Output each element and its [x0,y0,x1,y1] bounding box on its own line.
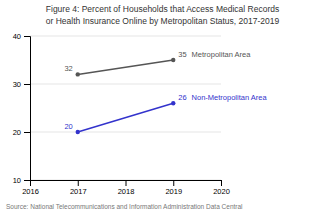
x-tick-label: 2017 [70,187,87,196]
x-axis: 2016 2017 2018 2019 2020 [22,180,230,196]
y-tick-mark [24,180,30,181]
data-label: 20 [64,122,72,131]
grid-line [30,84,221,85]
plot: 2016 2017 2018 2019 2020 10 20 30 40 32 35 Metropol… [13,32,268,196]
x-tick-label: 2018 [118,187,135,196]
grid-line [30,36,221,37]
x-tick: 2018 [118,180,135,196]
point [171,58,175,62]
point [76,130,80,134]
y-axis-line [24,37,31,181]
annotation: Source: National Telecommunications and … [6,203,243,210]
y-tick-mark [24,84,30,85]
y-tick-label: 10 [13,176,21,185]
data-label: 35 [178,50,186,59]
chart: Figure 4: Percent of Households that Acc… [0,0,325,214]
series-line [78,60,174,74]
x-tick-label: 2020 [213,187,230,196]
x-tick: 2019 [165,180,182,196]
x-tick-mark [173,180,174,186]
x-tick: 2020 [213,180,230,196]
y-tick-label: 30 [13,80,21,89]
data-label: 26 [178,93,186,102]
subtitle: or Health Insurance Online by Metropolit… [46,16,280,26]
data-label: 32 [64,64,72,73]
x-tick-label: 2019 [165,187,182,196]
x-axis-line [31,181,222,187]
series-label: Metropolitan Area [192,50,252,59]
y-tick: 20 [13,128,30,137]
y-tick: 40 [13,32,30,41]
x-tick: 2016 [22,180,39,196]
y-tick-label: 40 [13,32,21,41]
x-tick-mark [78,180,79,186]
x-tick-mark [126,180,127,186]
y-tick: 10 [13,176,30,185]
y-axis: 10 20 30 40 [13,32,31,185]
y-tick-mark [24,36,30,37]
point [171,101,175,105]
y-tick-label: 20 [13,128,21,137]
y-tick-mark [24,132,30,133]
x-tick-mark [221,180,222,186]
marks [76,58,176,134]
point [76,72,80,76]
series-line [78,103,174,132]
y-tick: 30 [13,80,30,89]
grid-line [30,132,221,133]
x-tick: 2017 [70,180,87,196]
labels: 32 35 Metropolitan Area 20 26 Non-Metropolita… [64,50,267,131]
series-label: Non-Metropolitan Area [192,93,268,102]
title: Figure 4: Percent of Households that Acc… [46,4,279,14]
x-tick-label: 2016 [22,187,39,196]
